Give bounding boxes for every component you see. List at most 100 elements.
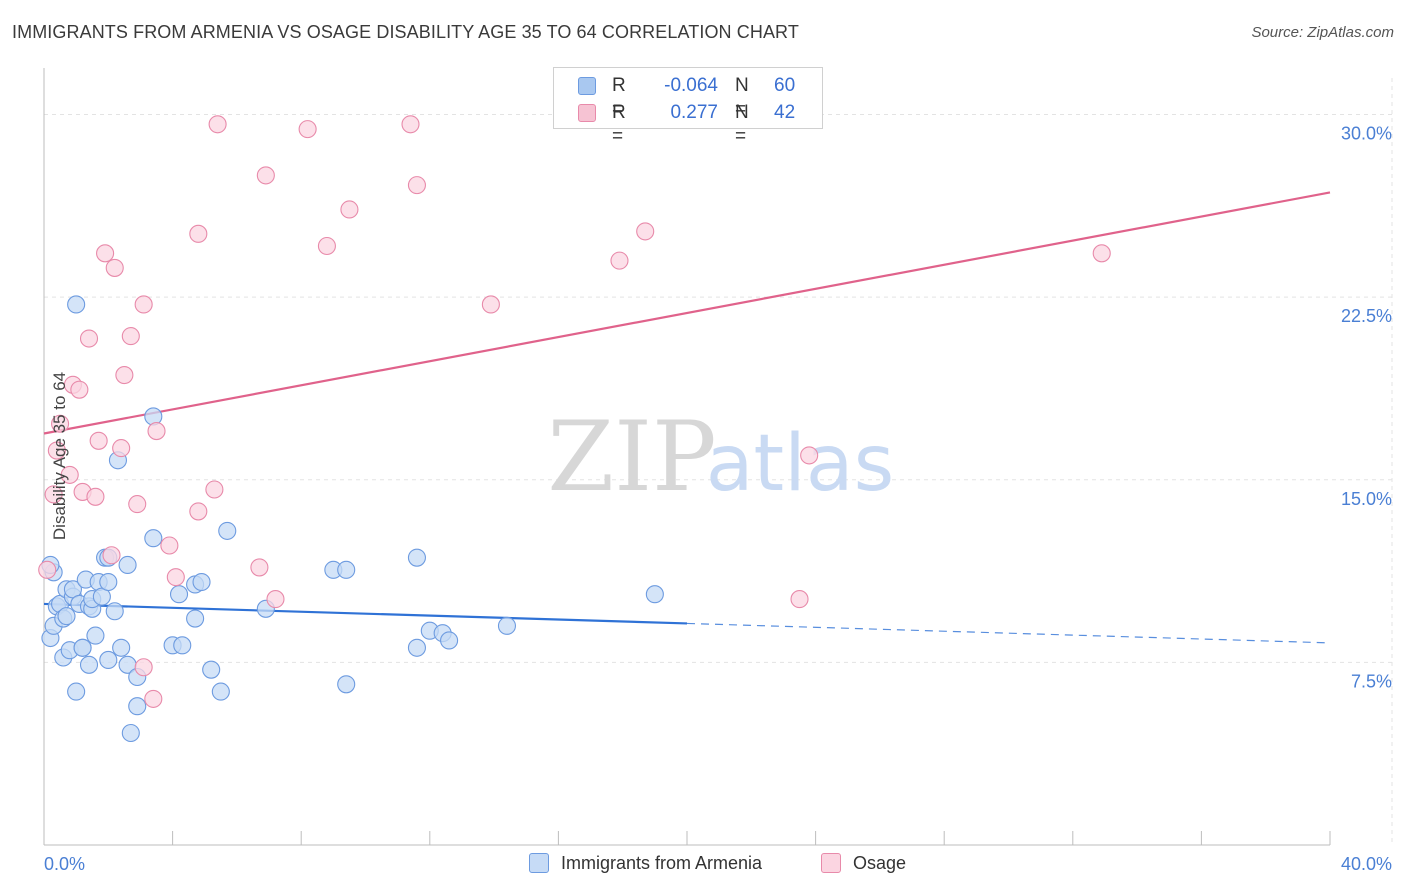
- data-point-osage: [134, 658, 153, 677]
- data-point-osage: [38, 560, 57, 579]
- data-point-armenia: [73, 638, 92, 657]
- chart-title: IMMIGRANTS FROM ARMENIA VS OSAGE DISABIL…: [12, 22, 799, 42]
- data-point-armenia: [645, 585, 664, 604]
- gridlines: [44, 78, 1393, 845]
- bottom-legend-swatch-osage: [821, 853, 841, 873]
- data-point-armenia: [118, 555, 137, 575]
- data-point-armenia: [67, 682, 86, 701]
- legend-n-value: 60: [774, 75, 796, 96]
- legend-swatch-osage: [578, 104, 596, 122]
- y-tick-label: 22.5%: [1341, 306, 1392, 326]
- data-point-armenia: [144, 407, 163, 426]
- data-point-armenia: [121, 723, 140, 743]
- data-point-osage: [481, 295, 500, 314]
- data-point-osage: [250, 558, 269, 577]
- bottom-legend-label-osage: Osage: [853, 853, 907, 873]
- data-point-armenia: [57, 607, 76, 626]
- legend-n-label: N =: [735, 75, 749, 120]
- data-point-armenia: [99, 572, 118, 592]
- data-point-osage: [112, 439, 131, 458]
- data-point-osage: [128, 495, 147, 514]
- data-point-osage: [105, 258, 124, 277]
- correlation-legend: R = -0.064 N = 60 R = 0.277 N = 42: [553, 67, 823, 147]
- source-label: Source: ZipAtlas.com: [1251, 24, 1394, 41]
- data-point-osage: [317, 236, 336, 256]
- data-point-osage: [79, 329, 99, 348]
- data-point-armenia: [86, 626, 105, 645]
- legend-swatch-armenia: [578, 77, 596, 95]
- data-point-armenia: [202, 660, 221, 679]
- data-point-osage: [134, 295, 153, 314]
- data-point-osage: [147, 422, 166, 441]
- data-point-osage: [610, 251, 629, 270]
- data-point-osage: [51, 414, 70, 433]
- data-point-osage: [70, 380, 89, 399]
- data-point-armenia: [497, 616, 517, 635]
- data-point-osage: [160, 536, 179, 555]
- trend-line-armenia-extension: [686, 622, 1331, 644]
- tick-labels: 7.5% 15.0% 22.5% 30.0% 0.0% 40.0%: [44, 124, 1392, 874]
- data-point-osage: [89, 431, 108, 450]
- data-point-armenia: [112, 638, 131, 657]
- data-point-armenia: [173, 636, 192, 655]
- data-point-osage: [266, 590, 285, 609]
- data-point-armenia: [186, 609, 205, 628]
- data-point-armenia: [79, 655, 99, 674]
- y-axis-label: Disability Age 35 to 64: [50, 371, 69, 541]
- data-point-osage: [121, 327, 140, 346]
- trend-lines: [43, 191, 1331, 644]
- trend-line-osage: [43, 191, 1331, 435]
- data-point-osage: [298, 120, 317, 139]
- y-tick-label: 30.0%: [1341, 124, 1392, 144]
- data-point-osage: [44, 485, 63, 504]
- data-point-osage: [86, 487, 105, 506]
- data-point-osage: [144, 689, 163, 708]
- data-point-osage: [189, 224, 208, 243]
- data-point-armenia: [218, 521, 237, 540]
- bottom-legend-swatch-armenia: [529, 853, 549, 873]
- data-point-armenia: [407, 548, 426, 567]
- legend-n-value: 42: [774, 102, 796, 123]
- watermark-atlas: atlas: [706, 419, 895, 509]
- legend-r-label: R =: [612, 75, 626, 120]
- data-point-osage: [401, 115, 420, 134]
- y-tick-label: 15.0%: [1341, 489, 1392, 509]
- data-point-armenia: [144, 529, 163, 548]
- data-point-armenia: [99, 650, 118, 669]
- data-point-osage: [96, 244, 115, 263]
- data-point-osage: [189, 502, 208, 521]
- data-point-osage: [790, 590, 809, 609]
- data-point-osage: [800, 446, 819, 465]
- data-point-osage: [407, 176, 426, 195]
- data-point-osage: [1092, 244, 1111, 263]
- x-tick-label: 40.0%: [1341, 854, 1392, 874]
- bottom-legend-label-armenia: Immigrants from Armenia: [561, 853, 763, 873]
- watermark: ZIP atlas: [547, 401, 894, 513]
- data-point-armenia: [192, 572, 211, 592]
- data-point-osage: [102, 546, 121, 565]
- data-point-armenia: [105, 602, 124, 621]
- legend-n-label: N =: [735, 102, 749, 147]
- data-point-osage: [166, 568, 185, 587]
- data-point-armenia: [337, 560, 356, 579]
- y-tick-label: 7.5%: [1351, 671, 1392, 691]
- legend-r-label: R =: [612, 102, 626, 147]
- data-point-osage: [60, 465, 79, 484]
- data-point-osage: [208, 115, 227, 134]
- data-point-osage: [205, 480, 224, 499]
- data-point-armenia: [337, 675, 356, 694]
- x-tick-label: 0.0%: [44, 854, 85, 874]
- watermark-zip: ZIP: [547, 401, 716, 513]
- data-point-osage: [340, 200, 359, 219]
- data-points: [38, 115, 1111, 743]
- data-point-osage: [47, 441, 66, 460]
- legend-r-value: 0.277: [670, 102, 718, 123]
- axes: [43, 68, 1331, 846]
- data-point-osage: [636, 222, 655, 241]
- data-point-armenia: [440, 631, 459, 650]
- data-point-osage: [256, 166, 275, 185]
- data-point-osage: [115, 366, 134, 385]
- legend-r-value: -0.064: [664, 75, 718, 96]
- trend-line-armenia: [43, 602, 688, 625]
